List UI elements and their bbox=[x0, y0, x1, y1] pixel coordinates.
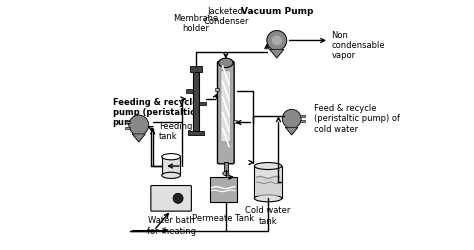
Bar bbox=[199, 102, 206, 105]
Bar bbox=[162, 157, 181, 175]
Bar bbox=[125, 121, 130, 123]
FancyBboxPatch shape bbox=[151, 186, 191, 211]
Text: Water bath
for  heating: Water bath for heating bbox=[146, 216, 196, 236]
Text: Feed & recycle
(peristaltic pump) of
cold water: Feed & recycle (peristaltic pump) of col… bbox=[314, 104, 400, 134]
Bar bbox=[190, 66, 202, 71]
FancyBboxPatch shape bbox=[221, 71, 231, 142]
Polygon shape bbox=[270, 50, 284, 58]
Polygon shape bbox=[132, 134, 145, 142]
Text: Cold water
tank: Cold water tank bbox=[246, 206, 291, 226]
FancyBboxPatch shape bbox=[210, 177, 237, 202]
Bar bbox=[233, 120, 237, 122]
Bar bbox=[125, 126, 130, 129]
Text: Feeding & recycle
pump (peristaltic
pump): Feeding & recycle pump (peristaltic pump… bbox=[113, 98, 198, 128]
Ellipse shape bbox=[255, 162, 282, 170]
Circle shape bbox=[129, 115, 149, 135]
Circle shape bbox=[271, 35, 282, 46]
Bar bbox=[188, 131, 204, 135]
Ellipse shape bbox=[162, 172, 181, 178]
Circle shape bbox=[173, 193, 183, 203]
Text: Membrane
holder: Membrane holder bbox=[173, 14, 219, 33]
Bar bbox=[215, 88, 219, 91]
Ellipse shape bbox=[223, 172, 229, 175]
Bar bbox=[186, 90, 193, 93]
Text: Permeate Tank: Permeate Tank bbox=[192, 214, 255, 223]
Text: Vacuum Pump: Vacuum Pump bbox=[241, 7, 313, 16]
Text: Feeding
tank: Feeding tank bbox=[159, 122, 192, 141]
Polygon shape bbox=[285, 127, 298, 135]
Bar bbox=[300, 115, 305, 117]
Circle shape bbox=[282, 109, 301, 128]
Ellipse shape bbox=[219, 58, 233, 68]
FancyBboxPatch shape bbox=[218, 61, 234, 164]
Bar bbox=[224, 162, 228, 171]
Ellipse shape bbox=[255, 195, 282, 202]
Text: Jacketed
Condenser: Jacketed Condenser bbox=[203, 7, 248, 26]
Text: Non
condensable
vapor: Non condensable vapor bbox=[331, 30, 385, 60]
Bar bbox=[300, 120, 305, 122]
Circle shape bbox=[267, 30, 287, 50]
Ellipse shape bbox=[162, 154, 181, 160]
Bar bbox=[193, 69, 199, 131]
Bar bbox=[255, 166, 282, 198]
